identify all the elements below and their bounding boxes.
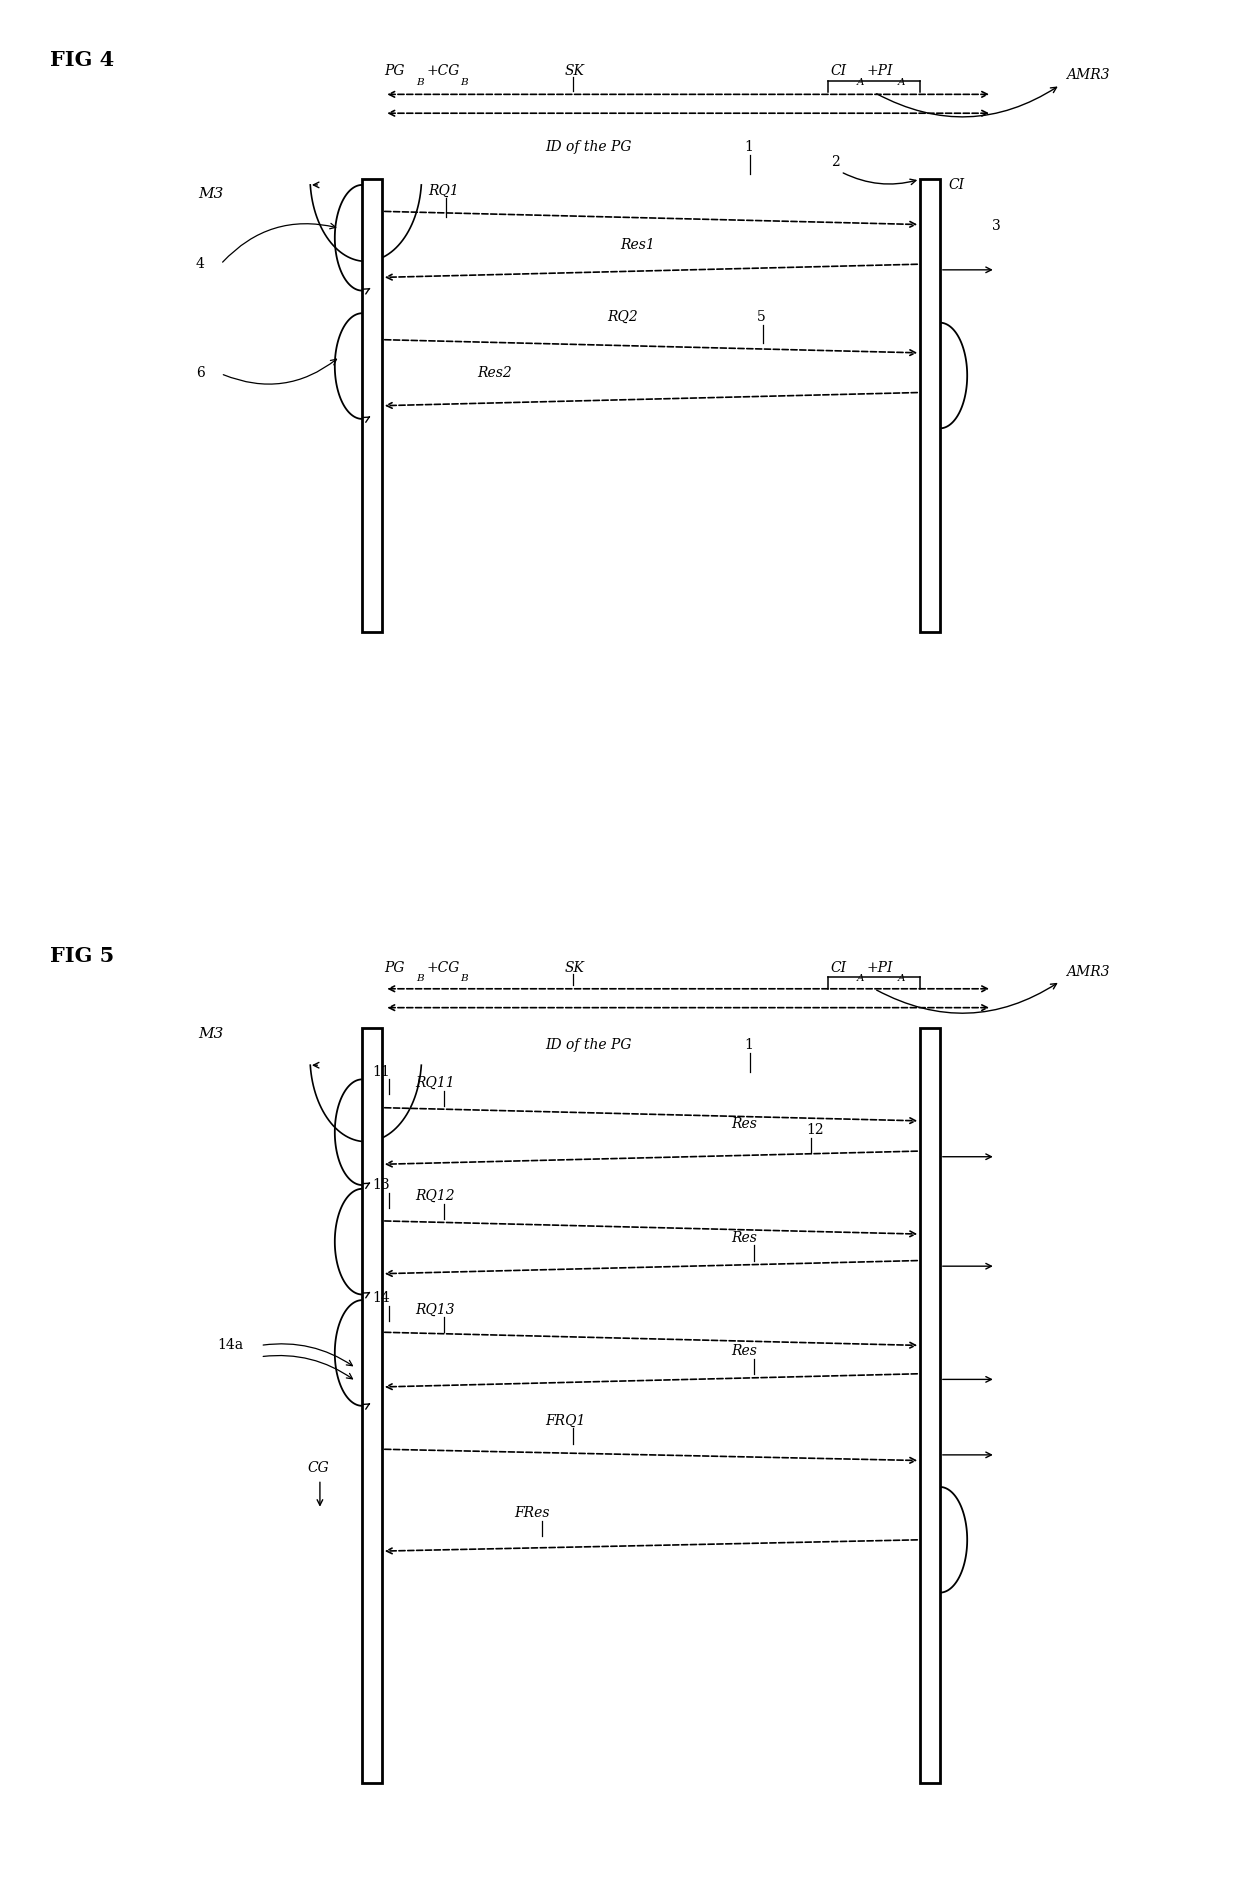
Text: SK: SK (564, 960, 584, 976)
Bar (362, 1028, 382, 1783)
Text: FRes: FRes (515, 1506, 551, 1521)
Text: +PI: +PI (867, 64, 893, 79)
Text: Res2: Res2 (477, 366, 512, 381)
Text: +PI: +PI (867, 960, 893, 976)
Text: M3: M3 (198, 187, 223, 202)
Text: 6: 6 (196, 366, 205, 381)
Text: RQ11: RQ11 (415, 1076, 455, 1091)
Text: +CG: +CG (427, 960, 460, 976)
Text: Res: Res (732, 1230, 758, 1245)
Text: 1: 1 (744, 1038, 753, 1053)
Text: CI: CI (949, 177, 965, 192)
Text: 13: 13 (372, 1177, 389, 1193)
Text: RQ1: RQ1 (428, 183, 459, 198)
Text: AMR3: AMR3 (1066, 68, 1110, 83)
Text: RQ13: RQ13 (415, 1302, 455, 1317)
Text: 11: 11 (372, 1064, 389, 1079)
Text: ID of the PG: ID of the PG (546, 140, 632, 155)
Text: Res1: Res1 (620, 238, 655, 253)
Text: PG: PG (384, 960, 405, 976)
Bar (362, 179, 382, 632)
Text: A: A (857, 77, 864, 87)
Text: CI: CI (831, 960, 847, 976)
Text: B: B (417, 77, 424, 87)
Text: Res: Res (732, 1344, 758, 1359)
Text: FRQ1: FRQ1 (546, 1413, 587, 1428)
Text: B: B (460, 77, 467, 87)
Text: ID of the PG: ID of the PG (546, 1038, 632, 1053)
Text: 1: 1 (744, 140, 753, 155)
Text: 5: 5 (756, 309, 765, 325)
Text: B: B (417, 974, 424, 983)
Text: A: A (857, 974, 864, 983)
Bar (920, 179, 940, 632)
Text: A: A (898, 974, 905, 983)
Text: SK: SK (564, 64, 584, 79)
Text: +CG: +CG (427, 64, 460, 79)
Text: FIG 5: FIG 5 (50, 947, 114, 966)
Text: 14: 14 (372, 1291, 389, 1306)
Text: Res: Res (732, 1117, 758, 1132)
Text: RQ2: RQ2 (608, 309, 639, 325)
Text: 14a: 14a (217, 1338, 243, 1353)
Text: M3: M3 (198, 1027, 223, 1042)
Text: A: A (898, 77, 905, 87)
Bar (920, 1028, 940, 1783)
Text: CI: CI (831, 64, 847, 79)
Text: 4: 4 (196, 257, 205, 272)
Text: CG: CG (308, 1461, 330, 1476)
Text: FIG 4: FIG 4 (50, 51, 114, 70)
Text: 2: 2 (831, 155, 839, 170)
Text: 12: 12 (806, 1123, 823, 1138)
Text: PG: PG (384, 64, 405, 79)
Text: 3: 3 (992, 219, 1001, 234)
Text: RQ12: RQ12 (415, 1189, 455, 1204)
Text: B: B (460, 974, 467, 983)
Text: AMR3: AMR3 (1066, 964, 1110, 979)
